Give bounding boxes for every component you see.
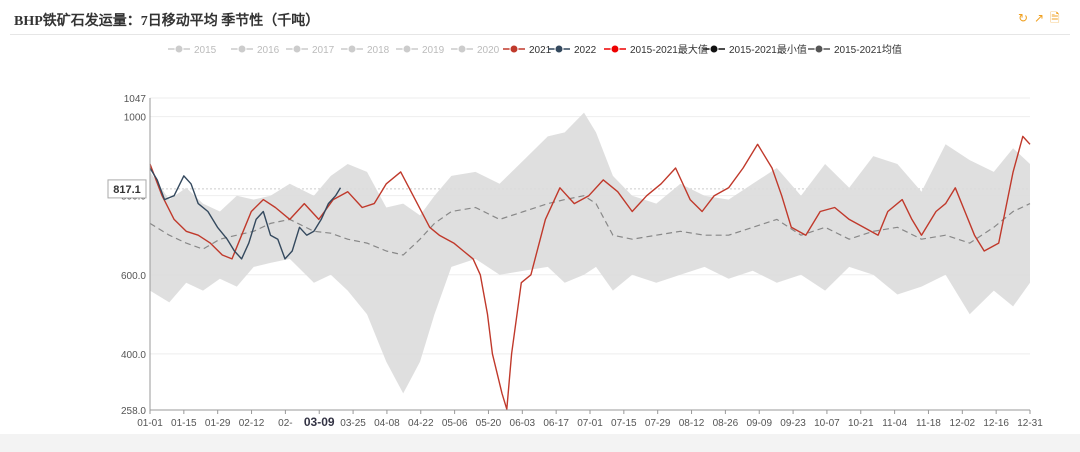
legend-label: 2015-2021均值 (834, 43, 902, 56)
chart-title: BHP铁矿石发运量：7日移动平均 季节性（千吨） (14, 14, 320, 29)
x-tick-label: 12-31 (1017, 418, 1043, 429)
legend-marker (174, 44, 184, 54)
legend-label: 2015-2021最小值 (729, 43, 807, 56)
x-tick-label: 03-09 (304, 415, 335, 429)
axes: 258.0400.0600.0800.010001047817.101-0101… (107, 94, 1043, 429)
x-tick-label: 08-26 (713, 418, 739, 429)
save-icon[interactable]: 🗎 (1050, 11, 1060, 25)
x-tick-label: 07-29 (645, 418, 671, 429)
legend-marker (814, 44, 824, 54)
legend-item-2017[interactable]: 2017 (286, 44, 335, 56)
band-area (150, 112, 1030, 394)
legend-label: 2015 (194, 45, 217, 56)
y-tick-label: 1000 (124, 113, 147, 124)
share-icon[interactable]: ↗ (1034, 11, 1045, 25)
series-lines (149, 135, 1031, 410)
y-tick-label: 258.0 (121, 406, 146, 417)
legend-marker (554, 44, 564, 54)
legend-marker (237, 44, 247, 54)
legend-label: 2020 (477, 45, 500, 56)
legend-label: 2019 (422, 45, 445, 56)
x-tick-label: 03-25 (340, 418, 366, 429)
y-tick-label: 400.0 (121, 350, 146, 361)
x-tick-label: 06-03 (510, 418, 536, 429)
x-tick-label: 12-02 (950, 418, 976, 429)
x-tick-label: 11-18 (916, 418, 941, 429)
legend: 2015 2016 2017 2018 2019 2020 2021 2022 2015-202… (168, 43, 902, 56)
legend-item-2018[interactable]: 2018 (341, 44, 390, 56)
legend-item-2015-2021均值[interactable]: 2015-2021均值 (808, 43, 902, 56)
legend-marker (457, 44, 467, 54)
x-tick-label: 09-09 (746, 418, 772, 429)
y-tick-label: 1047 (124, 94, 147, 105)
x-tick-label: 04-08 (374, 418, 400, 429)
x-tick-label: 11-04 (882, 418, 907, 429)
x-tick-label: 05-06 (442, 418, 468, 429)
x-tick-label: 07-01 (577, 418, 603, 429)
x-tick-label: 10-07 (814, 418, 840, 429)
legend-item-2019[interactable]: 2019 (396, 44, 445, 56)
x-tick-label: 10-21 (848, 418, 874, 429)
x-tick-label: 01-29 (205, 418, 231, 429)
series-line-2015-2021均值 (149, 195, 1031, 256)
x-tick-label: 02- (278, 418, 292, 429)
y-highlight-label: 817.1 (113, 184, 141, 196)
min-max-band (150, 112, 1030, 394)
x-tick-label: 02-12 (239, 418, 265, 429)
legend-label: 2016 (257, 45, 280, 56)
series-line-2021 (149, 135, 1031, 410)
legend-marker (509, 44, 519, 54)
legend-marker (292, 44, 302, 54)
x-tick-label: 07-15 (611, 418, 637, 429)
header-divider (10, 34, 1070, 35)
legend-item-2021[interactable]: 2021 (503, 44, 552, 56)
x-tick-label: 09-23 (780, 418, 806, 429)
legend-label: 2017 (312, 45, 335, 56)
chart-toolbar: ↻ ↗ 🗎 (1018, 12, 1062, 24)
y-tick-label: 600.0 (121, 271, 146, 282)
x-tick-label: 04-22 (408, 418, 434, 429)
legend-label: 2021 (529, 45, 552, 56)
x-tick-label: 12-16 (983, 418, 1009, 429)
legend-marker (709, 44, 719, 54)
x-tick-label: 06-17 (543, 418, 569, 429)
legend-item-2015-2021最小值[interactable]: 2015-2021最小值 (703, 43, 807, 56)
legend-label: 2022 (574, 45, 597, 56)
legend-label: 2018 (367, 45, 390, 56)
legend-item-2015-2021最大值[interactable]: 2015-2021最大值 (604, 43, 708, 56)
legend-marker (610, 44, 620, 54)
legend-item-2020[interactable]: 2020 (451, 44, 500, 56)
x-tick-label: 01-15 (171, 418, 197, 429)
y-highlight-box (107, 179, 147, 199)
legend-marker (347, 44, 357, 54)
series-line-2022 (149, 167, 342, 260)
x-tick-label: 08-12 (679, 418, 705, 429)
legend-item-2015[interactable]: 2015 (168, 44, 217, 56)
x-tick-label: 05-20 (476, 418, 502, 429)
refresh-icon[interactable]: ↻ (1018, 11, 1029, 25)
legend-label: 2015-2021最大值 (630, 43, 708, 56)
legend-item-2016[interactable]: 2016 (231, 44, 280, 56)
footer-band (0, 434, 1080, 452)
legend-item-2022[interactable]: 2022 (548, 44, 597, 56)
legend-marker (402, 44, 412, 54)
x-tick-label: 01-01 (137, 418, 163, 429)
